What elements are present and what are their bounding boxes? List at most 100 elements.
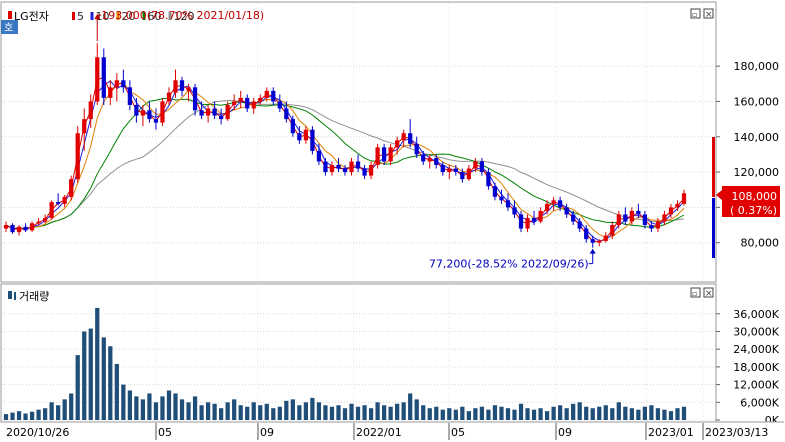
volume-bar [147,393,152,420]
ma-legend-swatch [72,12,75,20]
candle [636,203,641,218]
candle-body [362,168,367,176]
candle [134,97,139,123]
candle-body [571,214,576,222]
candle-body [277,101,282,109]
candle-body [10,225,15,233]
volume-bar [69,393,74,420]
price-tick-label: 180,000 [734,60,780,73]
candle-body [23,226,28,231]
restore-button[interactable] [690,8,701,19]
volume-bar [629,408,634,420]
candle-body [160,101,165,123]
volume-bar [101,337,106,420]
volume-close-button[interactable] [703,287,714,298]
volume-bar [616,402,621,420]
candle-body [114,80,119,88]
candle [408,119,413,148]
volume-bar [681,406,687,420]
candle [258,94,263,105]
candle [642,210,648,229]
candle [584,225,589,243]
candle [225,101,230,121]
volume-bar [525,408,530,420]
candle-body [642,214,648,226]
candle-body [427,157,432,162]
candle [10,223,15,234]
volume-bar [584,406,589,420]
candle-body [199,110,204,116]
candle-body [375,147,380,166]
price-tick-label: 140,000 [734,131,780,144]
volume-bar [277,406,282,420]
candle [251,97,256,114]
volume-bar [192,396,198,420]
candle-body [179,80,185,91]
candle [316,143,322,166]
candle-body [440,165,445,173]
candle [179,76,185,97]
candle-body [460,172,465,180]
candle [525,214,530,233]
volume-legend-marker [8,291,12,299]
volume-panel [0,283,717,423]
ma-legend: 5 10 20 60 120 [72,10,195,23]
volume-bar [636,409,641,420]
candle-body [486,172,491,187]
volume-bar [212,403,217,420]
volume-bar [414,399,419,420]
volume-tick-label: 24,000K [733,343,779,356]
candle [649,221,654,233]
candle [538,207,543,224]
candle-body [349,161,354,173]
volume-bar [590,408,595,420]
ma-legend-label: 5 [77,10,84,23]
volume-bar [662,409,667,420]
ma-legend-swatch [142,12,146,20]
date-tick-label: 2022/01 [356,426,402,439]
ma-legend-label: 20 [122,10,136,23]
restore-icon: ▫ [692,10,697,19]
volume-bar [421,405,426,420]
candle-body [264,90,269,98]
candle [192,83,198,116]
candle [49,200,54,220]
close-button[interactable] [703,8,714,19]
candle [440,161,445,176]
candle [473,157,478,173]
candle-body [251,101,256,109]
volume-bar [505,408,511,420]
candle-body [245,97,250,109]
ma-120-line [5,100,685,230]
candle [499,189,504,204]
candle [271,87,276,105]
candle-body [310,129,315,151]
volume-bar [238,405,243,420]
side-tab[interactable] [1,20,18,34]
candle-body [518,214,524,229]
volume-bar [473,408,478,420]
candle [401,129,406,148]
volume-bar [440,409,445,420]
date-tick-label: 2023/01 [648,426,694,439]
ma-legend-swatch [90,12,94,20]
candle-body [134,104,139,116]
volume-bar [551,406,556,420]
volume-bar [297,405,302,420]
candle-body [219,115,224,120]
candle [205,104,211,123]
candle-body [329,165,335,173]
candle [108,80,113,105]
candle-body [466,168,471,180]
candle-body [205,108,211,116]
candle [173,69,178,98]
volume-bar [316,402,322,420]
date-tick-label: 05 [158,426,172,439]
high-annotation: 193,000(78.70% 2021/01/18) [94,9,264,42]
stock-name: LG전자 [14,10,49,23]
volume-restore-button[interactable] [690,287,701,298]
candle-body [29,223,35,231]
candle [342,165,348,176]
candle [23,223,28,233]
candle-body [303,129,309,141]
